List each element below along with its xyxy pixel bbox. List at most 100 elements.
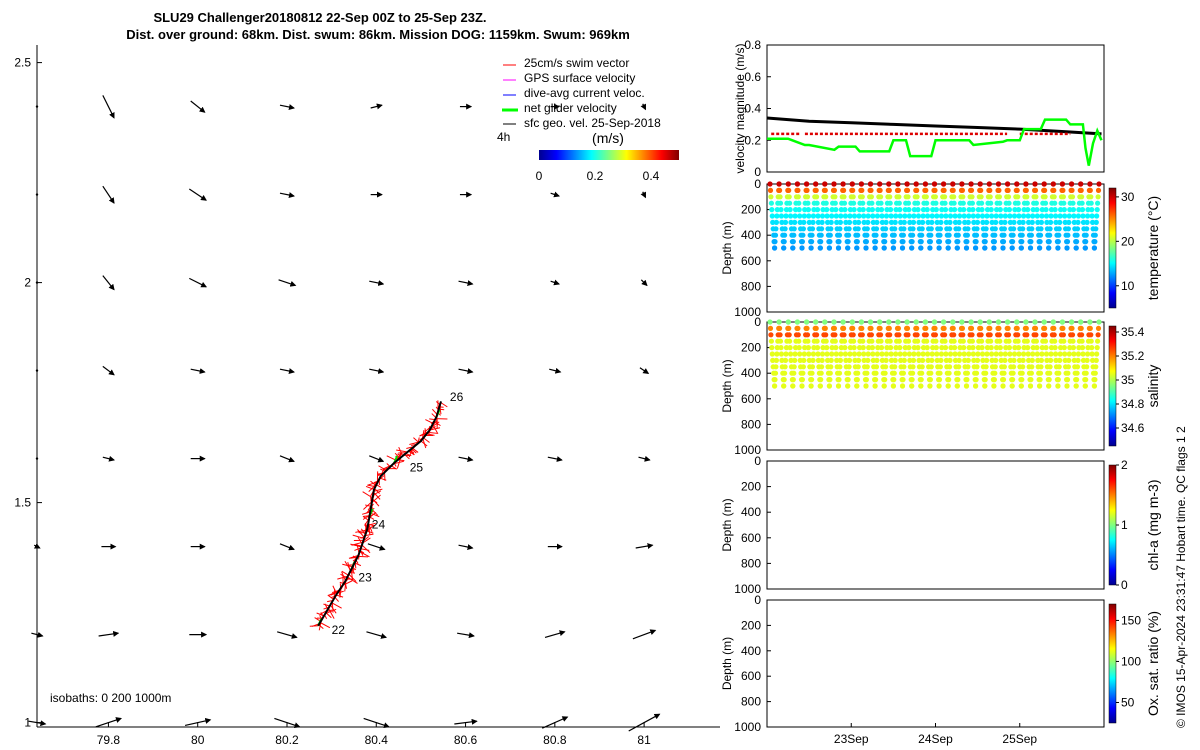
geo-vector xyxy=(279,368,295,374)
salinity-panel-sample xyxy=(877,319,883,325)
salinity-panel-sample xyxy=(923,325,929,331)
salinity-panel-sample xyxy=(787,345,793,351)
swim-vector xyxy=(341,570,349,576)
temperature-panel-sample xyxy=(828,219,834,225)
temperature-panel-sample xyxy=(816,232,823,238)
temperature-panel-sample xyxy=(1071,213,1077,219)
temperature-panel-sample xyxy=(823,200,829,206)
salinity-panel-sample xyxy=(814,338,820,344)
temperature-panel-sample xyxy=(1021,213,1027,219)
geo-vector xyxy=(635,543,654,549)
temperature-panel-sample xyxy=(816,226,822,232)
day-label: 25 xyxy=(410,460,424,474)
temperature-panel-sample xyxy=(1053,219,1059,225)
salinity-panel-sample xyxy=(1090,364,1096,370)
salinity-panel-sample xyxy=(1007,351,1013,357)
temperature-panel-sample xyxy=(1058,207,1064,213)
salinity-panel-sample xyxy=(767,325,774,331)
temperature-panel-sample xyxy=(970,207,976,213)
temperature-panel-sample xyxy=(1006,200,1012,206)
temperature-panel-sample xyxy=(1094,207,1100,213)
salinity-panel-sample xyxy=(795,332,801,338)
temperature-panel-sample xyxy=(1026,232,1033,238)
salinity-panel-sample xyxy=(941,319,947,325)
salinity-panel-sample xyxy=(952,357,959,363)
salinity-panel-sample xyxy=(823,338,829,344)
temperature-panel-sample xyxy=(797,219,803,225)
salinity-panel-sample xyxy=(874,357,880,363)
temperature-panel-sample xyxy=(868,194,875,200)
salinity-panel-sample xyxy=(915,345,921,351)
temperature-panel-sample xyxy=(777,200,784,206)
salinity-panel-sample xyxy=(932,325,938,331)
temperature-panel-sample xyxy=(1080,213,1086,219)
salinity-panel-sample xyxy=(861,357,867,363)
oxygen-panel-cbar-tick: 100 xyxy=(1121,654,1141,668)
salinity-panel-sample xyxy=(801,357,807,363)
salinity-panel-sample xyxy=(899,377,905,383)
temperature-panel-sample xyxy=(844,232,850,238)
temperature-panel-sample xyxy=(893,207,899,213)
temperature-panel-ytick-label: 400 xyxy=(741,228,761,242)
salinity-panel-sample xyxy=(889,370,896,376)
salinity-panel-sample xyxy=(893,351,899,357)
swim-vector xyxy=(432,424,439,434)
salinity-panel-sample xyxy=(859,325,865,331)
salinity-panel-sample xyxy=(781,383,787,389)
temperature-panel-sample xyxy=(931,181,938,187)
temperature-panel-sample xyxy=(832,200,838,206)
temperature-panel-sample xyxy=(1095,187,1102,193)
salinity-panel-sample xyxy=(961,345,967,351)
temperature-panel-sample xyxy=(973,245,979,251)
salinity-panel-sample xyxy=(826,377,832,383)
temperature-panel-sample xyxy=(918,245,924,251)
temperature-panel-sample xyxy=(810,213,817,219)
day-label: 24 xyxy=(372,518,386,532)
salinity-panel-sample xyxy=(945,383,951,389)
temperature-panel-sample xyxy=(1069,194,1076,200)
salinity-panel-sample xyxy=(838,345,844,351)
temperature-panel-sample xyxy=(929,213,935,219)
temperature-panel-sample xyxy=(924,207,930,213)
salinity-panel-sample xyxy=(1014,325,1020,331)
swim-vector xyxy=(371,494,381,503)
temperature-panel-sample xyxy=(980,226,987,232)
temperature-panel-sample xyxy=(906,213,913,219)
temperature-panel-sample xyxy=(860,200,866,206)
geo-vector xyxy=(274,717,301,729)
temperature-panel-sample xyxy=(1020,219,1026,225)
temperature-panel-sample xyxy=(797,213,803,219)
salinity-panel-sample xyxy=(845,383,851,389)
temperature-panel-sample xyxy=(841,187,847,193)
map-x-tick-label: 80.4 xyxy=(365,733,389,747)
temperature-panel-sample xyxy=(1045,239,1051,245)
temperature-panel-sample xyxy=(856,213,862,219)
temperature-panel-sample xyxy=(965,219,971,225)
salinity-panel-sample xyxy=(1060,325,1066,331)
salinity-panel-sample xyxy=(998,357,1004,363)
temperature-panel-sample xyxy=(1030,213,1036,219)
salinity-panel-sample xyxy=(906,345,912,351)
salinity-panel-sample xyxy=(1048,345,1055,351)
salinity-panel-sample xyxy=(1057,357,1063,363)
temperature-panel-sample xyxy=(957,213,963,219)
temperature-panel-sample xyxy=(1060,187,1066,193)
temperature-panel-sample xyxy=(824,207,830,213)
legend-time-label: 4h xyxy=(497,130,510,144)
salinity-panel-sample xyxy=(1017,370,1024,376)
salinity-panel-sample xyxy=(896,338,902,344)
salinity-panel-sample xyxy=(1035,364,1041,370)
salinity-panel-sample xyxy=(990,377,997,383)
chla-panel-cbar-tick: 2 xyxy=(1121,458,1128,472)
salinity-panel-sample xyxy=(1006,345,1013,351)
salinity-panel-sample xyxy=(1011,357,1017,363)
temperature-panel-sample xyxy=(932,187,938,193)
salinity-panel-sample xyxy=(1017,364,1023,370)
salinity-panel-sample xyxy=(819,351,826,357)
temperature-panel-sample xyxy=(901,219,907,225)
temperature-panel-sample xyxy=(1024,194,1030,200)
temperature-panel-sample xyxy=(986,181,992,187)
salinity-panel-sample xyxy=(786,325,792,331)
temperature-panel-sample xyxy=(966,213,972,219)
temperature-panel-sample xyxy=(956,219,962,225)
